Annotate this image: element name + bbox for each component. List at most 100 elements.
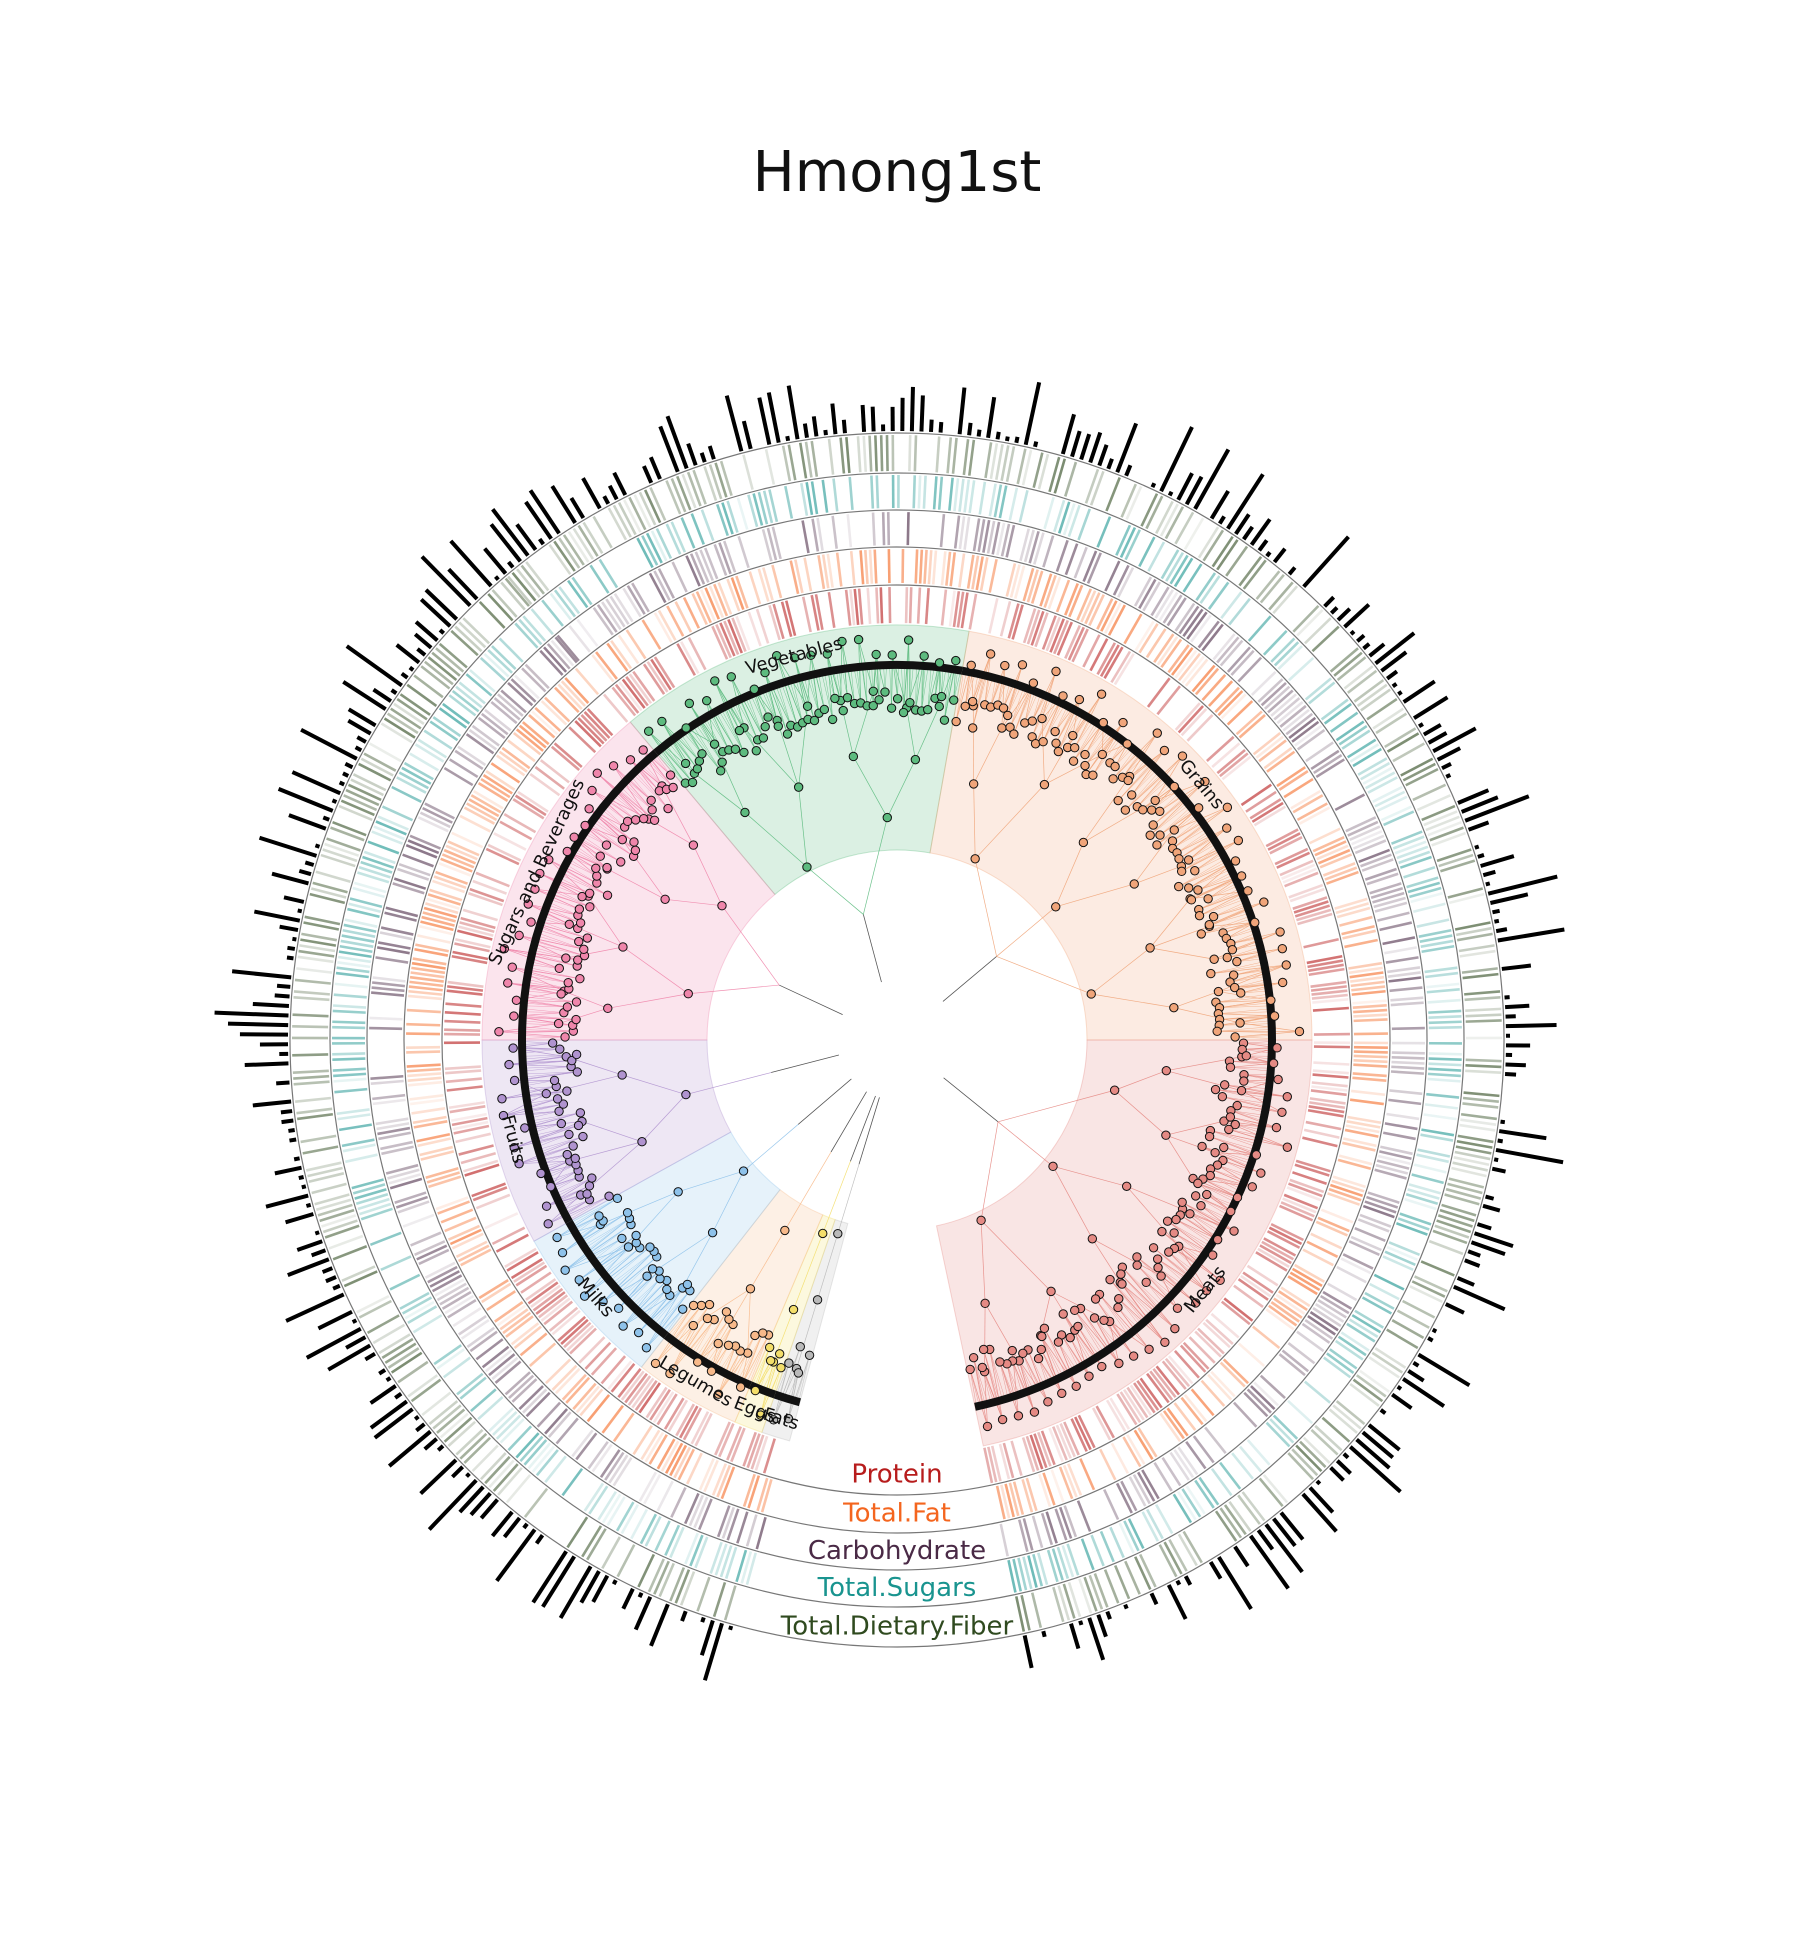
tree-node — [556, 989, 566, 999]
leaf-branch — [1178, 838, 1214, 859]
ring-cell — [419, 811, 451, 829]
ring-cell — [655, 528, 673, 559]
tree-node — [968, 1352, 979, 1363]
leaf-branch — [553, 888, 590, 908]
ring-cell — [1361, 1296, 1393, 1315]
outer-bar — [648, 456, 662, 480]
tree-node — [709, 739, 720, 749]
outer-bar — [252, 1099, 292, 1108]
ring-cell — [1186, 611, 1208, 640]
ring-cell — [1255, 735, 1284, 759]
ring-cell — [988, 558, 998, 593]
ring-cell — [1344, 938, 1378, 949]
tree-node — [812, 1295, 823, 1305]
ring-cell — [548, 543, 572, 575]
tree-node — [788, 1304, 799, 1315]
leaf-branch — [522, 1047, 560, 1050]
ring-cell — [1257, 1247, 1290, 1268]
outer-bar — [581, 477, 602, 510]
tree-branch — [1055, 842, 1084, 907]
ring-cell — [422, 911, 457, 923]
tree-node — [498, 1110, 509, 1121]
tree-node — [561, 953, 571, 963]
outer-bar — [1264, 1523, 1304, 1574]
leaf-branch — [1012, 1360, 1023, 1394]
leaf-branch — [565, 863, 597, 884]
ring-cell — [940, 589, 948, 626]
ring-cell — [875, 587, 880, 624]
outer-bar — [1391, 682, 1398, 688]
tree-branch — [597, 772, 649, 820]
ring-cell — [525, 1278, 557, 1301]
ring-cell — [484, 708, 512, 732]
ring-cell — [1164, 1357, 1191, 1388]
ring-cell — [952, 591, 961, 628]
tree-branch — [1092, 1238, 1162, 1277]
tree-branch — [1073, 722, 1104, 762]
ring-cell — [669, 1567, 686, 1602]
ring-cell — [497, 693, 524, 717]
leaf-branch — [611, 1251, 655, 1284]
ring-cell — [510, 678, 537, 703]
leaf-branch — [1209, 912, 1250, 925]
ring-cell — [611, 686, 637, 717]
ring-cell — [1272, 1414, 1299, 1440]
ring-cell — [425, 1167, 459, 1180]
tree-node — [751, 746, 762, 756]
leaf-branch — [680, 733, 700, 762]
ring-cell — [1364, 867, 1397, 881]
ring-cell — [1062, 503, 1076, 536]
ring-cell — [390, 1351, 423, 1374]
ring-cell — [455, 937, 491, 949]
tree-node — [1193, 803, 1204, 813]
ring-cell — [499, 1308, 529, 1331]
outer-bar — [1485, 881, 1491, 887]
leaf-branch — [792, 679, 803, 723]
ring-cell — [444, 1019, 481, 1024]
tree-node — [760, 721, 770, 732]
leaf-branch — [769, 687, 788, 735]
leaf-branch — [1235, 1035, 1272, 1038]
ring-cell — [395, 1195, 428, 1209]
ring-cell — [723, 1585, 737, 1621]
tree-node — [1171, 1214, 1181, 1225]
ring-cell — [1295, 1159, 1331, 1173]
ring-cell — [1360, 688, 1391, 712]
tree-node — [985, 649, 996, 659]
leaf-branch — [1194, 856, 1225, 871]
tree-node — [1233, 835, 1244, 846]
ring-cell — [579, 1388, 604, 1417]
ring-cell — [1456, 1139, 1493, 1149]
leaf-branch — [710, 714, 730, 751]
ring-cell — [1342, 1253, 1374, 1270]
ring-cell — [1390, 1001, 1424, 1007]
ring-cell — [1320, 698, 1349, 721]
ring-cell — [455, 1428, 484, 1456]
ring-cell — [589, 564, 610, 594]
outer-bar — [1124, 464, 1133, 477]
ring-cell — [582, 521, 604, 554]
ring-cell — [421, 1391, 452, 1416]
leaf-branch — [598, 1235, 637, 1268]
ring-cell — [1084, 468, 1100, 504]
outer-bar — [1460, 795, 1499, 814]
ring-cell — [1292, 794, 1324, 814]
leaf-branch — [934, 667, 938, 699]
leaf-branch — [660, 1290, 691, 1332]
leaf-branch — [1217, 1026, 1272, 1032]
outer-bar — [1470, 1240, 1506, 1256]
ring-cell — [294, 978, 331, 985]
ring-cell — [1377, 911, 1410, 922]
ring-cell — [469, 1330, 498, 1353]
ring-cell — [457, 1244, 490, 1263]
ring-cell — [717, 582, 733, 615]
ring-cell — [1303, 937, 1339, 949]
tree-node — [827, 714, 838, 725]
ring-cell — [995, 444, 1004, 480]
ring-cell — [647, 1558, 665, 1593]
ring-cell — [300, 938, 337, 947]
ring-cell — [1311, 1081, 1348, 1088]
tree-node — [509, 1075, 520, 1086]
ring-cell — [1080, 590, 1097, 623]
ring-cell — [1302, 1136, 1338, 1148]
